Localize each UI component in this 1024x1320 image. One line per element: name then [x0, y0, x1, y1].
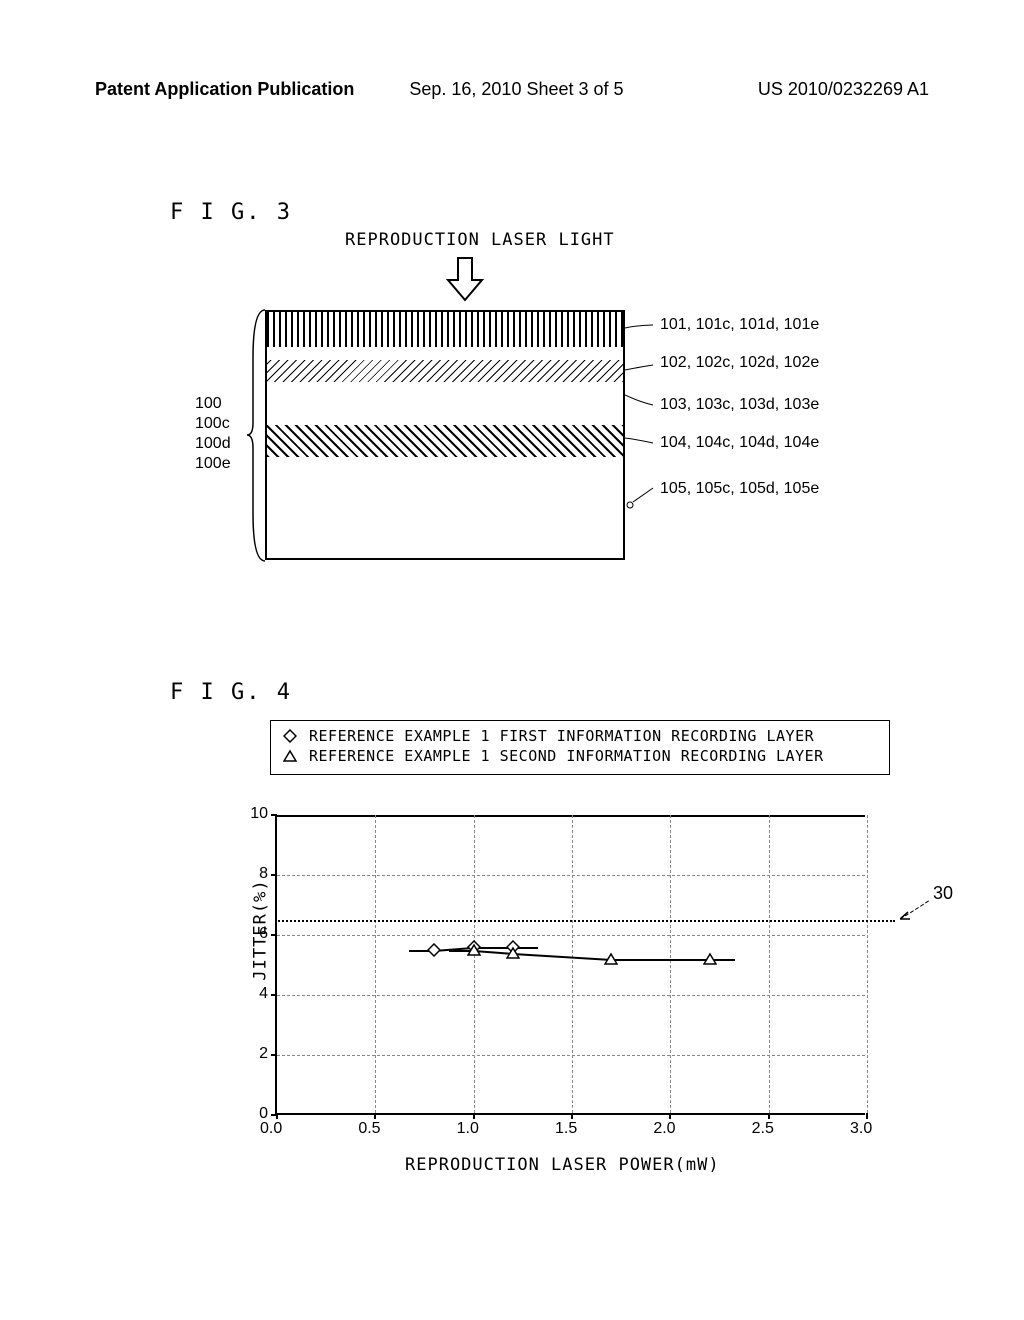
x-tick	[571, 1113, 573, 1119]
layer-103-label: 103, 103c, 103d, 103e	[660, 396, 819, 414]
x-tick-label: 3.0	[850, 1120, 872, 1138]
grid-h	[277, 935, 865, 936]
fig3-container: REPRODUCTION LASER LIGHT 100 100c 100d 1…	[170, 230, 870, 570]
group-label-100e: 100e	[195, 455, 231, 473]
grid-v	[375, 815, 376, 1113]
down-arrow-icon	[440, 255, 490, 310]
x-tick	[768, 1113, 770, 1119]
series2-point	[703, 952, 717, 966]
layer-101-label: 101, 101c, 101d, 101e	[660, 316, 819, 334]
group-label-100c: 100c	[195, 415, 230, 433]
reference-line-30	[275, 920, 895, 922]
fig3-label: F I G. 3	[170, 200, 292, 225]
y-tick	[271, 1054, 277, 1056]
chart-legend: REFERENCE EXAMPLE 1 FIRST INFORMATION RE…	[270, 720, 890, 775]
layer-105	[267, 457, 623, 562]
grid-h	[277, 995, 865, 996]
y-tick	[271, 874, 277, 876]
y-tick	[271, 934, 277, 936]
series1-point	[427, 943, 441, 957]
page-header: Patent Application Publication Sep. 16, …	[0, 79, 1024, 100]
grid-v	[572, 815, 573, 1113]
series2-line	[611, 959, 709, 961]
y-tick-label: 6	[238, 925, 268, 943]
series2-point	[467, 943, 481, 957]
ref-30-label: 30	[933, 883, 953, 904]
grid-v	[474, 815, 475, 1113]
series2-point	[604, 952, 618, 966]
diamond-marker-icon	[281, 727, 299, 745]
chart-x-label: REPRODUCTION LASER POWER(mW)	[405, 1155, 720, 1175]
legend-series2: REFERENCE EXAMPLE 1 SECOND INFORMATION R…	[281, 747, 879, 765]
y-tick-label: 2	[238, 1045, 268, 1063]
x-tick-label: 0.0	[260, 1120, 282, 1138]
layer-102-label: 102, 102c, 102d, 102e	[660, 354, 819, 372]
legend-series1-label: REFERENCE EXAMPLE 1 FIRST INFORMATION RE…	[309, 727, 814, 745]
layer-102	[267, 360, 623, 382]
chart-plot-area	[275, 815, 865, 1115]
leader-lines	[625, 310, 665, 560]
layer-105-label: 105, 105c, 105d, 105e	[660, 480, 819, 498]
layer-104-label: 104, 104c, 104d, 104e	[660, 434, 819, 452]
x-tick	[669, 1113, 671, 1119]
x-tick-label: 0.5	[358, 1120, 380, 1138]
legend-series1: REFERENCE EXAMPLE 1 FIRST INFORMATION RE…	[281, 727, 879, 745]
grid-v	[769, 815, 770, 1113]
x-tick	[374, 1113, 376, 1119]
left-brace-icon	[245, 308, 267, 563]
grid-h	[277, 875, 865, 876]
layers-diagram	[265, 310, 625, 560]
series2-line	[513, 953, 611, 960]
x-tick-label: 1.0	[457, 1120, 479, 1138]
grid-h	[277, 1055, 865, 1056]
fig4-label: F I G. 4	[170, 680, 292, 705]
y-tick-label: 8	[238, 865, 268, 883]
y-tick	[271, 814, 277, 816]
x-tick-label: 1.5	[555, 1120, 577, 1138]
group-label-100: 100	[195, 395, 222, 413]
laser-light-label: REPRODUCTION LASER LIGHT	[345, 230, 615, 250]
series2-point	[506, 946, 520, 960]
fig4-container: REFERENCE EXAMPLE 1 FIRST INFORMATION RE…	[100, 720, 900, 1190]
y-tick	[271, 994, 277, 996]
grid-v	[670, 815, 671, 1113]
x-tick	[276, 1113, 278, 1119]
group-label-100d: 100d	[195, 435, 231, 453]
triangle-marker-icon	[281, 747, 299, 765]
y-tick-label: 10	[238, 805, 268, 823]
grid-v	[867, 815, 868, 1113]
legend-series2-label: REFERENCE EXAMPLE 1 SECOND INFORMATION R…	[309, 747, 824, 765]
header-center: Sep. 16, 2010 Sheet 3 of 5	[409, 79, 623, 100]
layer-103	[267, 382, 623, 412]
layer-104	[267, 425, 623, 457]
y-tick-label: 4	[238, 985, 268, 1003]
header-right: US 2010/0232269 A1	[758, 79, 929, 100]
layer-101	[267, 312, 623, 347]
x-tick	[866, 1113, 868, 1119]
x-tick	[473, 1113, 475, 1119]
x-tick-label: 2.0	[653, 1120, 675, 1138]
header-left: Patent Application Publication	[95, 79, 354, 100]
x-tick-label: 2.5	[752, 1120, 774, 1138]
chart-top-border	[277, 815, 865, 817]
